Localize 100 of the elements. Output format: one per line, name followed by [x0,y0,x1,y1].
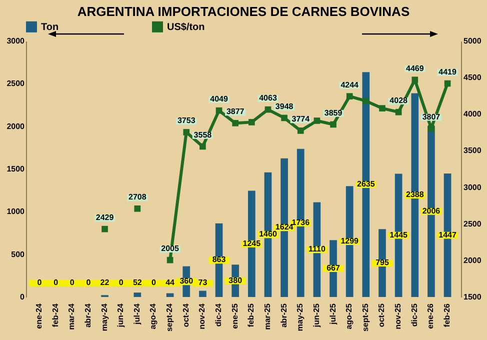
data-label: 1736 [292,218,310,227]
y2-tick-label: 3500 [464,146,482,156]
point [412,76,418,83]
x-tick-label: feb-24 [50,302,60,328]
x-tick-label: oct-25 [377,302,386,328]
data-label: 0 [86,278,92,287]
point [134,205,141,212]
point [444,80,451,87]
x-tick-label: feb-25 [246,302,256,328]
legend-label: US$/ton [167,22,205,33]
data-label: 3774 [292,114,310,124]
x-tick-label: ene-24 [34,302,44,329]
y-tick-label: 1000 [6,207,26,216]
y2-tick-label: 2000 [464,256,482,265]
x-tick-label: jun-24 [116,302,126,328]
data-label: 2708 [128,192,147,202]
point [330,121,336,128]
data-label: 22 [100,278,110,287]
data-label: 360 [180,276,194,286]
point [264,106,272,113]
data-label: 3948 [275,102,294,111]
data-label: 1110 [308,244,326,254]
x-tick-label: abr-24 [83,302,92,328]
point [379,105,386,112]
point [346,93,353,100]
x-tick-label: may-24 [100,302,109,332]
data-label: 4469 [406,64,424,73]
point [314,118,320,124]
data-label: 667 [326,264,340,273]
data-label: 2006 [422,206,441,216]
y2-tick-label: 5000 [464,36,482,46]
point [248,119,255,126]
x-tick-label: abr-25 [279,302,288,328]
x-tick-label: jul-24 [132,302,142,326]
point [362,98,370,104]
data-label: 1624 [275,222,294,232]
bar [166,293,174,297]
data-label: 795 [376,258,390,268]
data-label: 380 [228,276,243,285]
data-label: 863 [212,255,226,264]
y-tick-label: 2000 [6,122,26,131]
data-label: 3753 [177,116,196,126]
y-tick-label: 1500 [6,164,26,174]
x-tick-label: dic-25 [410,302,419,327]
bar [134,292,142,297]
bar [199,290,206,297]
x-tick-label: may-25 [296,302,305,332]
x-tick-label: feb-26 [442,302,452,328]
data-label: 3859 [324,108,343,118]
data-label: 2429 [96,213,114,222]
point [183,129,190,136]
data-label: 2635 [357,180,376,189]
y-tick-label: 2500 [6,79,26,88]
data-label: 0 [37,278,42,287]
x-tick-label: sept-24 [165,302,174,332]
data-label: 1245 [242,238,262,248]
point [281,114,288,122]
point [232,120,238,126]
y2-tick-label: 3000 [464,182,482,192]
data-label: 4063 [259,94,278,103]
x-tick-label: ene-25 [230,302,240,329]
data-label: 3807 [422,112,441,122]
y2-tick-label: 2500 [464,219,482,228]
data-label: 1445 [390,230,408,240]
x-tick-label: jul-25 [328,302,338,326]
data-label: 0 [152,278,156,287]
data-label: 4049 [210,94,228,104]
x-tick-label: mar-24 [67,302,76,330]
x-tick-label: ago-24 [148,302,158,330]
point [428,125,434,132]
x-tick-label: jun-25 [312,302,321,328]
point [102,226,108,232]
data-label: 2388 [406,190,424,200]
point [216,107,222,114]
data-label: 3558 [194,130,212,140]
y-tick-label: 3000 [6,36,26,46]
data-label: 4419 [438,67,457,76]
x-tick-label: nov-25 [394,302,403,330]
legend-label: Ton [41,22,59,33]
data-label: 3877 [226,107,245,116]
x-tick-label: ene-26 [426,302,436,329]
data-label: 0 [118,278,124,287]
data-label: 4028 [390,96,408,106]
data-label: 2005 [161,244,180,254]
x-tick-label: nov-24 [198,302,207,330]
data-label: 52 [132,278,142,287]
data-label: 1299 [340,236,360,246]
x-tick-label: ago-25 [344,302,354,330]
data-label: 1447 [438,230,457,240]
data-label: 44 [166,278,176,287]
data-label: 4244 [340,80,360,90]
y2-tick-label: 1500 [464,292,482,302]
y2-tick-label: 4000 [464,110,482,119]
y2-tick-label: 4500 [464,73,482,82]
x-tick-label: oct-24 [181,302,190,328]
data-label: 73 [198,278,208,287]
point [395,108,402,116]
data-label: 0 [70,278,75,287]
chart-title: ARGENTINA IMPORTACIONES DE CARNES BOVINAS [77,4,410,19]
data-label: 0 [54,278,59,287]
